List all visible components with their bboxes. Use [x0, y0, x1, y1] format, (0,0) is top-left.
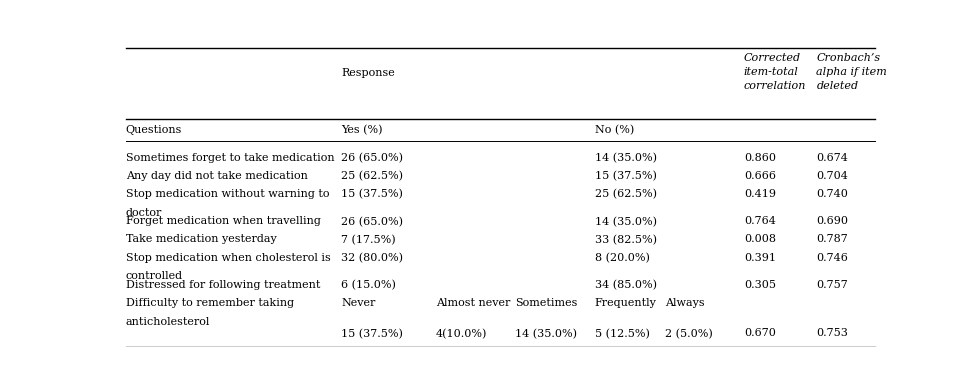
Text: 14 (35.0%): 14 (35.0%) — [594, 152, 657, 163]
Text: Stop medication when cholesterol is: Stop medication when cholesterol is — [126, 252, 331, 262]
Text: 0.391: 0.391 — [744, 252, 776, 262]
Text: Always: Always — [665, 298, 705, 308]
Text: anticholesterol: anticholesterol — [126, 317, 210, 327]
Text: Sometimes: Sometimes — [515, 298, 578, 308]
Text: Frequently: Frequently — [594, 298, 657, 308]
Text: 26 (65.0%): 26 (65.0%) — [342, 216, 403, 227]
Text: 0.674: 0.674 — [816, 152, 848, 163]
Text: 0.764: 0.764 — [744, 216, 776, 227]
Text: 0.757: 0.757 — [816, 280, 848, 290]
Text: Sometimes forget to take medication: Sometimes forget to take medication — [126, 152, 335, 163]
Text: 4(10.0%): 4(10.0%) — [436, 328, 487, 339]
Text: 25 (62.5%): 25 (62.5%) — [594, 189, 657, 199]
Text: 0.860: 0.860 — [744, 152, 776, 163]
Text: doctor: doctor — [126, 208, 162, 218]
Text: Stop medication without warning to: Stop medication without warning to — [126, 189, 329, 199]
Text: 8 (20.0%): 8 (20.0%) — [594, 252, 650, 263]
Text: Cronbach’s
alpha if item
deleted: Cronbach’s alpha if item deleted — [816, 53, 887, 91]
Text: 0.670: 0.670 — [744, 328, 776, 339]
Text: 0.419: 0.419 — [744, 189, 776, 199]
Text: Difficulty to remember taking: Difficulty to remember taking — [126, 298, 294, 308]
Text: 15 (37.5%): 15 (37.5%) — [342, 328, 403, 339]
Text: Distressed for following treatment: Distressed for following treatment — [126, 280, 320, 290]
Text: 33 (82.5%): 33 (82.5%) — [594, 234, 657, 245]
Text: 7 (17.5%): 7 (17.5%) — [342, 234, 396, 245]
Text: 25 (62.5%): 25 (62.5%) — [342, 171, 403, 181]
Text: 0.305: 0.305 — [744, 280, 776, 290]
Text: 0.787: 0.787 — [816, 234, 848, 245]
Text: 26 (65.0%): 26 (65.0%) — [342, 152, 403, 163]
Text: Never: Never — [342, 298, 376, 308]
Text: 14 (35.0%): 14 (35.0%) — [515, 328, 578, 339]
Text: 14 (35.0%): 14 (35.0%) — [594, 216, 657, 227]
Text: controlled: controlled — [126, 271, 183, 281]
Text: 34 (85.0%): 34 (85.0%) — [594, 280, 657, 290]
Text: 0.753: 0.753 — [816, 328, 848, 339]
Text: Questions: Questions — [126, 125, 183, 135]
Text: 5 (12.5%): 5 (12.5%) — [594, 328, 650, 339]
Text: 6 (15.0%): 6 (15.0%) — [342, 280, 396, 290]
Text: 0.704: 0.704 — [816, 171, 848, 181]
Text: Any day did not take medication: Any day did not take medication — [126, 171, 307, 181]
Text: Take medication yesterday: Take medication yesterday — [126, 234, 276, 245]
Text: 0.008: 0.008 — [744, 234, 776, 245]
Text: 0.740: 0.740 — [816, 189, 848, 199]
Text: Response: Response — [342, 68, 395, 78]
Text: 0.690: 0.690 — [816, 216, 848, 227]
Text: 15 (37.5%): 15 (37.5%) — [342, 189, 403, 199]
Text: 15 (37.5%): 15 (37.5%) — [594, 171, 657, 181]
Text: 0.746: 0.746 — [816, 252, 848, 262]
Text: Almost never: Almost never — [436, 298, 510, 308]
Text: Forget medication when travelling: Forget medication when travelling — [126, 216, 321, 227]
Text: 2 (5.0%): 2 (5.0%) — [665, 328, 712, 339]
Text: Corrected
item-total
correlation: Corrected item-total correlation — [744, 53, 806, 91]
Text: Yes (%): Yes (%) — [342, 125, 383, 135]
Text: 0.666: 0.666 — [744, 171, 776, 181]
Text: No (%): No (%) — [594, 125, 634, 135]
Text: 32 (80.0%): 32 (80.0%) — [342, 252, 403, 263]
